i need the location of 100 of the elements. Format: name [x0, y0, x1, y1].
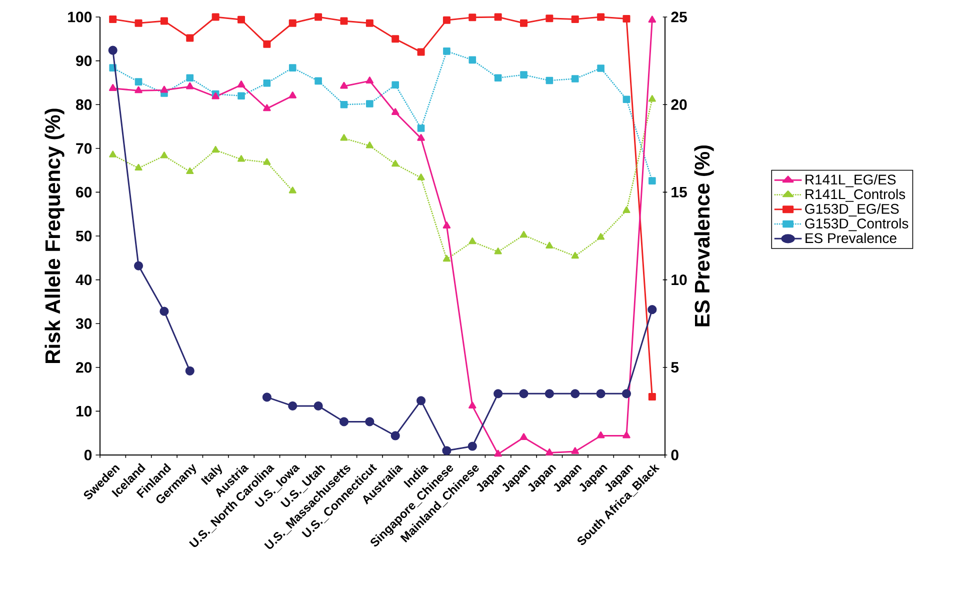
point — [648, 392, 656, 400]
point — [622, 15, 630, 23]
point — [366, 142, 374, 148]
point — [391, 108, 400, 116]
point — [340, 134, 348, 141]
point — [519, 389, 528, 398]
point — [546, 242, 554, 249]
legend-label: ES Prevalence — [806, 232, 896, 244]
point — [648, 305, 657, 314]
point — [417, 124, 425, 132]
point — [263, 104, 271, 112]
point — [494, 74, 502, 82]
point — [622, 206, 630, 214]
point — [468, 402, 476, 408]
y-tick-label: 50 — [76, 230, 92, 242]
point — [520, 71, 528, 78]
point — [288, 64, 296, 72]
point — [494, 248, 502, 254]
point — [365, 417, 374, 426]
y-tick-label: 40 — [76, 274, 92, 286]
point — [134, 164, 142, 171]
point — [417, 134, 425, 141]
point — [597, 64, 604, 72]
point — [597, 233, 605, 240]
point — [648, 16, 656, 23]
point — [571, 75, 579, 82]
point — [288, 19, 296, 27]
point — [442, 222, 451, 228]
point — [571, 252, 579, 259]
y-tick-label: 90 — [76, 55, 92, 66]
point — [417, 173, 425, 180]
point — [417, 48, 425, 56]
point — [520, 19, 528, 27]
point — [468, 14, 476, 22]
point — [134, 19, 142, 27]
point — [443, 48, 450, 55]
point — [186, 74, 194, 82]
point — [185, 366, 194, 376]
point — [392, 81, 399, 89]
point — [622, 389, 632, 398]
y-axis-title: Risk Allele Frequency (%) — [44, 108, 64, 363]
point — [340, 17, 348, 25]
point — [160, 17, 168, 25]
point — [648, 95, 656, 102]
point — [186, 34, 194, 42]
point — [442, 446, 452, 456]
point — [468, 237, 476, 244]
point — [544, 389, 554, 398]
point — [212, 13, 220, 21]
point — [520, 433, 528, 440]
point — [238, 92, 245, 100]
y2-tick-label: 5 — [671, 362, 679, 373]
y2-tick-label: 20 — [671, 99, 687, 110]
point — [570, 389, 580, 398]
y2-tick-label: 25 — [671, 12, 687, 22]
point — [262, 392, 272, 402]
point — [392, 160, 400, 167]
point — [186, 82, 194, 90]
point — [340, 100, 348, 108]
point — [160, 152, 168, 158]
point — [160, 306, 169, 316]
point — [597, 13, 605, 21]
point — [416, 396, 426, 406]
point — [442, 254, 450, 262]
point — [263, 79, 271, 87]
point — [622, 96, 630, 103]
point — [546, 14, 554, 22]
y2-tick-label: 10 — [672, 274, 687, 286]
point — [288, 401, 298, 410]
y-tick-label: 30 — [76, 318, 92, 329]
point — [134, 86, 142, 94]
point — [134, 78, 142, 86]
point — [494, 450, 502, 457]
legend-label: R141L_Controls — [806, 188, 906, 202]
y-tick-label: 0 — [84, 450, 92, 460]
point — [494, 389, 503, 398]
point — [468, 442, 477, 451]
point — [520, 230, 528, 238]
point — [494, 13, 502, 21]
point — [109, 150, 117, 158]
point — [263, 158, 271, 165]
y-tick-label: 70 — [76, 143, 92, 154]
point — [314, 13, 322, 21]
point — [571, 447, 579, 454]
point — [546, 76, 554, 84]
point — [314, 77, 322, 85]
point — [392, 35, 400, 43]
point — [339, 417, 349, 426]
y2-tick-label: 0 — [671, 450, 678, 460]
point — [442, 16, 450, 24]
y-tick-label: 10 — [76, 406, 92, 417]
legend-label: G153D_EG/ES — [805, 204, 899, 216]
point — [238, 16, 246, 24]
point — [468, 56, 476, 64]
point — [596, 431, 605, 438]
point — [237, 80, 246, 88]
point — [288, 91, 296, 98]
point — [237, 155, 246, 162]
y2-axis-title: ES Prevalence (%) — [694, 145, 714, 326]
point — [390, 431, 400, 440]
